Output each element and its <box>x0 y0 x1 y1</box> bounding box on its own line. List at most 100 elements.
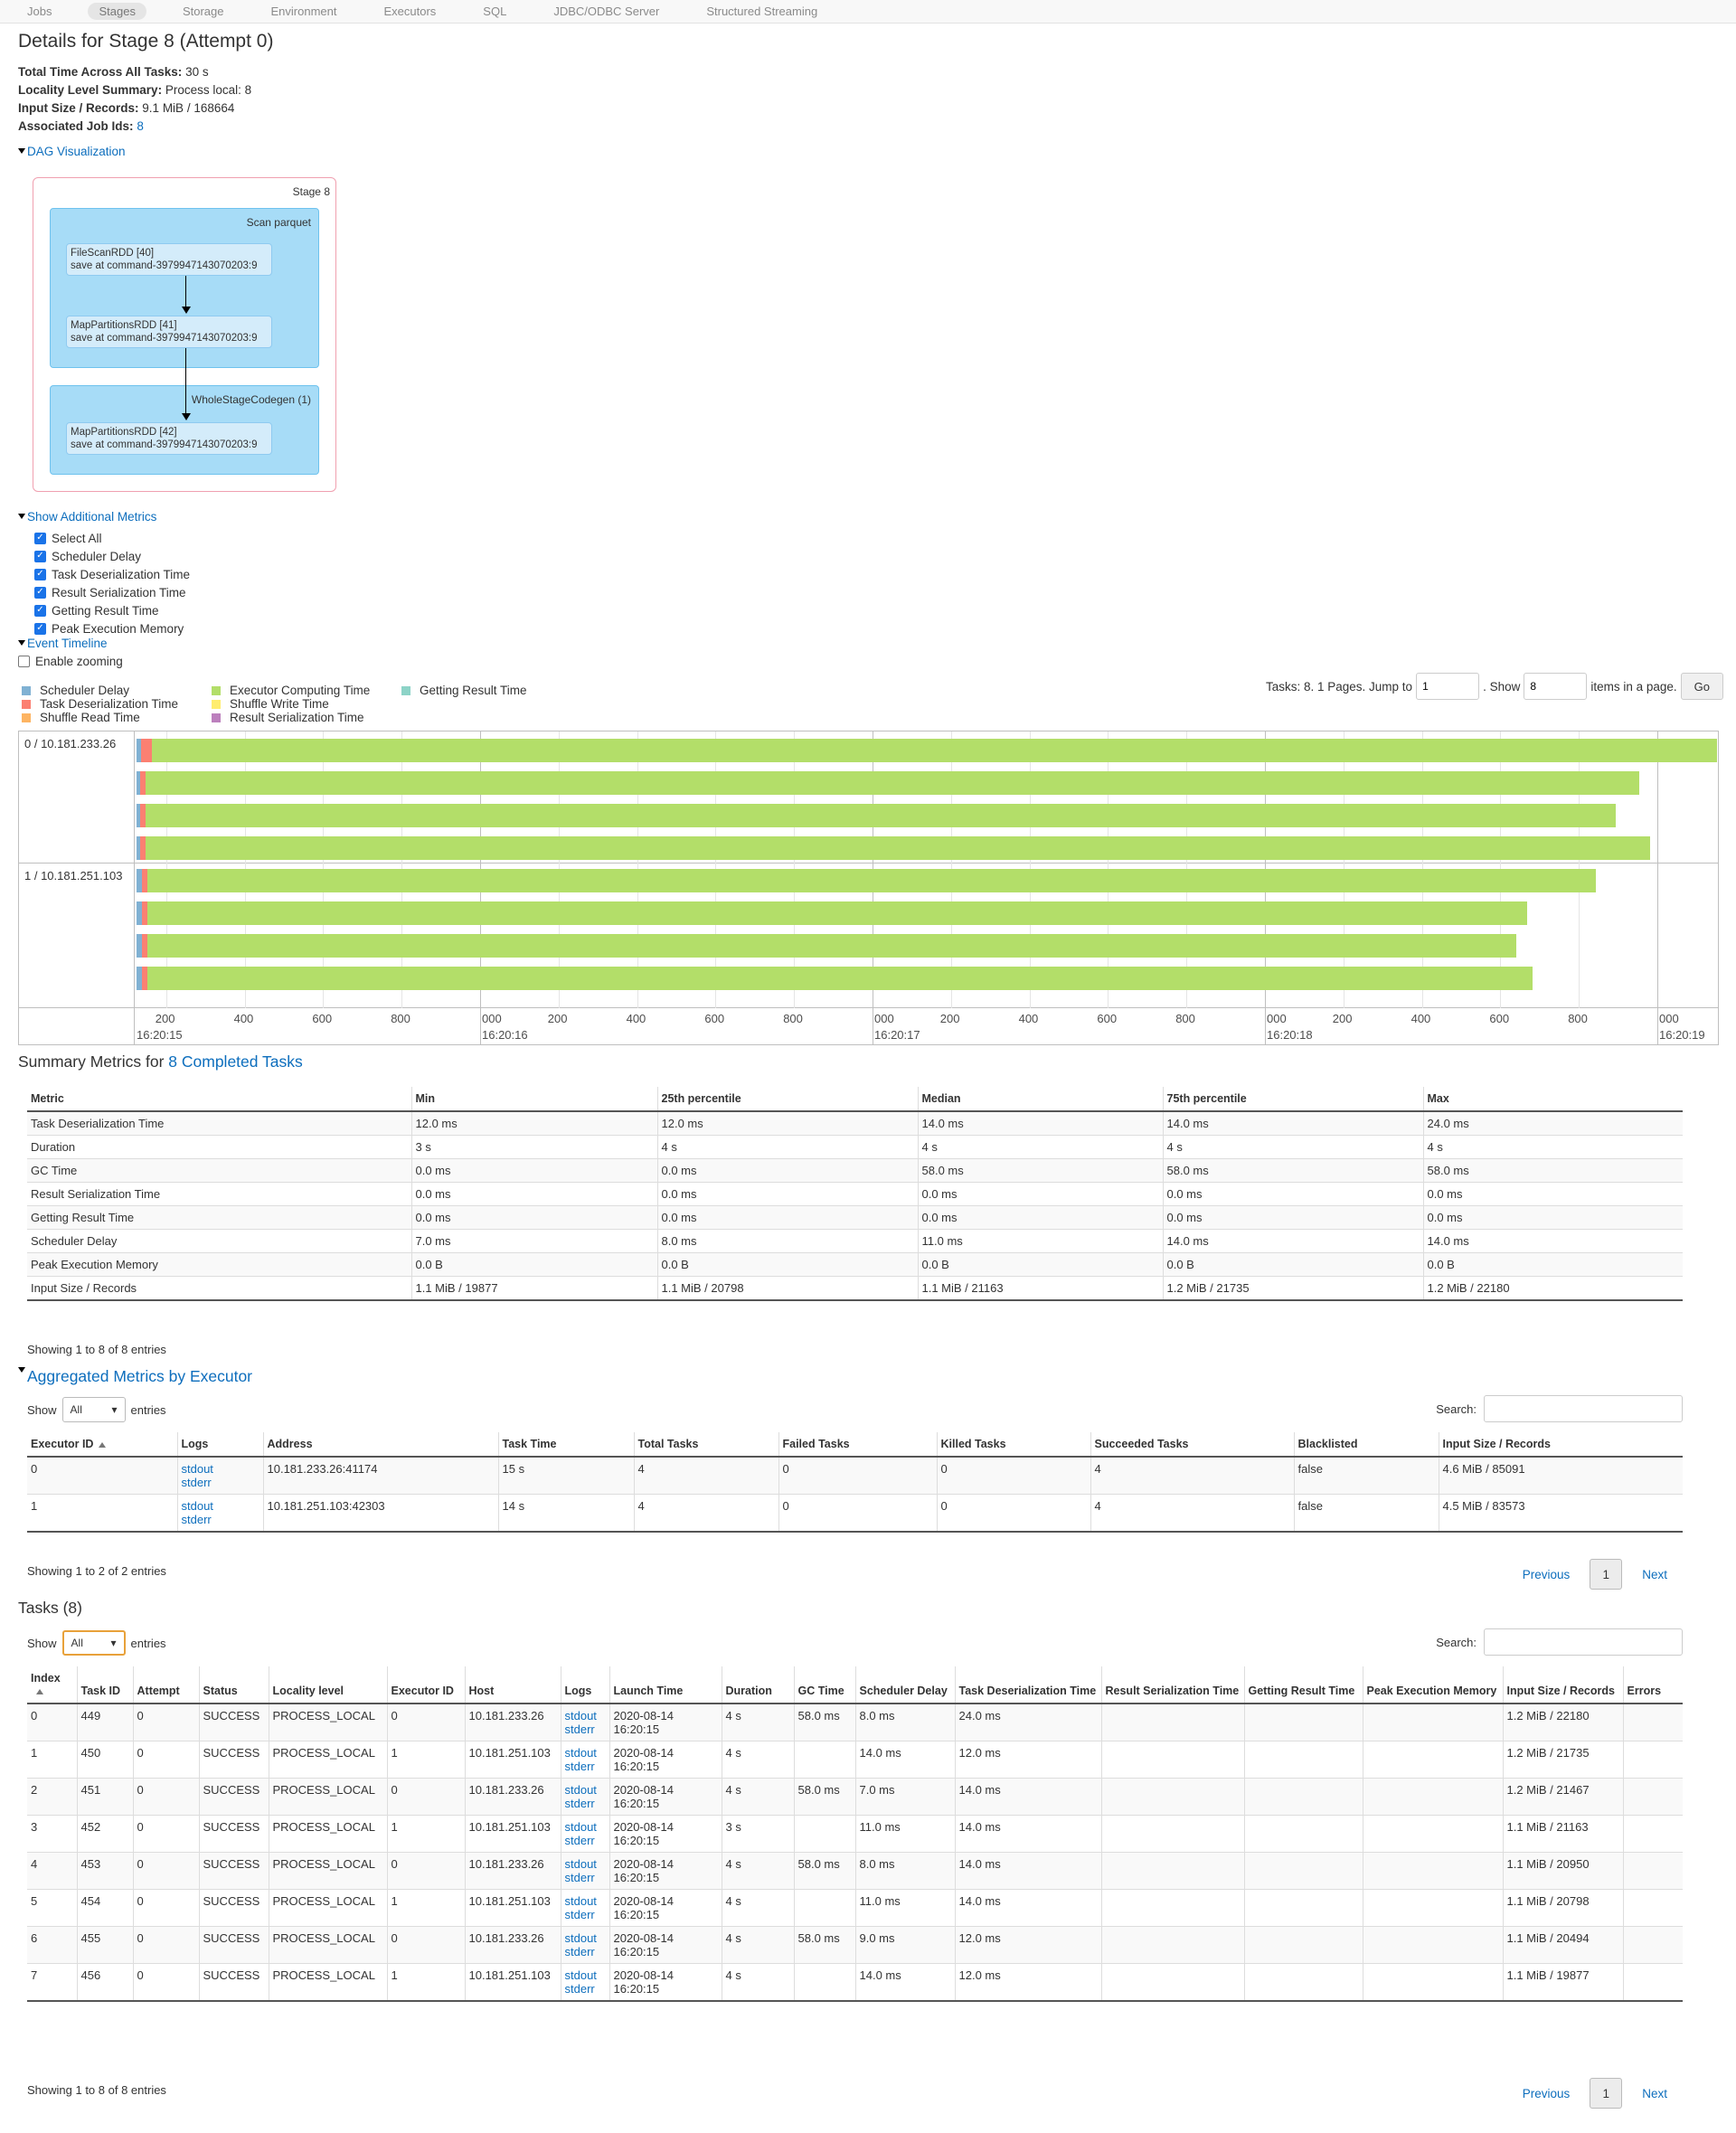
column-header[interactable]: Duration <box>721 1666 794 1704</box>
column-header[interactable]: 75th percentile <box>1162 1087 1423 1112</box>
column-header[interactable]: Locality level <box>268 1666 387 1704</box>
stderr-link[interactable]: stderr <box>564 1982 595 1996</box>
metric-option[interactable]: ✓ Select All <box>34 529 190 547</box>
nav-tab-stages[interactable]: Stages <box>88 3 146 20</box>
column-header[interactable]: Input Size / Records <box>1438 1432 1683 1458</box>
stdout-link[interactable]: stdout <box>564 1820 597 1834</box>
metric-checkbox[interactable]: ✓ <box>34 586 46 599</box>
dag-node-mappartitions-41[interactable]: MapPartitionsRDD [41] save at command-39… <box>66 316 272 348</box>
task-timeline-bar[interactable] <box>137 869 1596 892</box>
column-header[interactable]: Peak Execution Memory <box>1362 1666 1503 1704</box>
tasks-search-input[interactable] <box>1484 1628 1683 1656</box>
column-header[interactable]: Host <box>464 1666 561 1704</box>
column-header[interactable]: GC Time <box>793 1666 855 1704</box>
metric-option[interactable]: ✓ Task Deserialization Time <box>34 565 190 583</box>
dag-node-filescan[interactable]: FileScanRDD [40] save at command-3979947… <box>66 243 272 276</box>
nav-tab-structured-streaming[interactable]: Structured Streaming <box>706 5 818 18</box>
aggregated-toggle-arrow[interactable] <box>18 1364 27 1377</box>
column-header[interactable]: Address <box>262 1432 498 1458</box>
items-per-page-input[interactable] <box>1524 673 1588 700</box>
metric-checkbox[interactable]: ✓ <box>34 550 46 562</box>
column-header[interactable]: Launch Time <box>609 1666 722 1704</box>
column-header[interactable]: Killed Tasks <box>936 1432 1090 1458</box>
task-timeline-bar[interactable] <box>137 836 1650 860</box>
current-page-button[interactable]: 1 <box>1590 2078 1623 2109</box>
additional-metrics-label[interactable]: Show Additional Metrics <box>27 510 157 524</box>
stderr-link[interactable]: stderr <box>564 1871 595 1884</box>
completed-tasks-link[interactable]: 8 Completed Tasks <box>168 1052 303 1071</box>
metric-checkbox[interactable]: ✓ <box>34 604 46 617</box>
previous-page-button[interactable]: Previous <box>1522 2086 1571 2100</box>
aggregated-page-size-select[interactable]: All ▾ <box>61 1397 126 1422</box>
dag-toggle-label[interactable]: DAG Visualization <box>27 145 126 158</box>
stdout-link[interactable]: stdout <box>564 1894 597 1908</box>
stdout-link[interactable]: stdout <box>564 1746 597 1760</box>
column-header[interactable]: Blacklisted <box>1293 1432 1439 1458</box>
aggregated-search-input[interactable] <box>1484 1395 1683 1422</box>
task-timeline-bar[interactable] <box>137 967 1533 990</box>
event-timeline[interactable]: 0 / 10.181.233.26 1 / 10.181.251.103 16:20… <box>18 731 1719 1045</box>
stdout-link[interactable]: stdout <box>181 1499 213 1513</box>
metric-option[interactable]: ✓ Result Serialization Time <box>34 583 190 601</box>
stdout-link[interactable]: stdout <box>564 1709 597 1722</box>
column-header[interactable]: Errors <box>1622 1666 1683 1704</box>
column-header[interactable]: Attempt <box>132 1666 199 1704</box>
enable-zooming[interactable]: Enable zooming <box>18 655 123 668</box>
metric-option[interactable]: ✓ Scheduler Delay <box>34 547 190 565</box>
task-timeline-bar[interactable] <box>137 934 1516 958</box>
stdout-link[interactable]: stdout <box>564 1857 597 1871</box>
metric-checkbox[interactable]: ✓ <box>34 622 46 635</box>
column-header[interactable]: Total Tasks <box>633 1432 778 1458</box>
column-header[interactable]: Executor ID <box>27 1432 177 1458</box>
column-header[interactable]: Task ID <box>76 1666 133 1704</box>
column-header[interactable]: Executor ID <box>386 1666 465 1704</box>
task-timeline-bar[interactable] <box>137 739 1717 762</box>
stderr-link[interactable]: stderr <box>564 1908 595 1921</box>
column-header[interactable]: Status <box>198 1666 269 1704</box>
aggregated-title[interactable]: Aggregated Metrics by Executor <box>27 1367 252 1386</box>
go-button[interactable]: Go <box>1680 673 1723 700</box>
column-header[interactable]: Min <box>410 1087 657 1112</box>
stdout-link[interactable]: stdout <box>564 1931 597 1945</box>
nav-tab-jdbc-odbc-server[interactable]: JDBC/ODBC Server <box>553 5 660 18</box>
nav-tab-executors[interactable]: Executors <box>383 5 437 18</box>
previous-page-button[interactable]: Previous <box>1522 1567 1571 1581</box>
stderr-link[interactable]: stderr <box>181 1513 212 1526</box>
stdout-link[interactable]: stdout <box>564 1783 597 1797</box>
nav-tab-sql[interactable]: SQL <box>483 5 507 18</box>
event-timeline-label[interactable]: Event Timeline <box>27 637 108 650</box>
column-header[interactable]: Metric <box>27 1087 411 1112</box>
nav-tab-storage[interactable]: Storage <box>182 5 224 18</box>
metric-checkbox[interactable]: ✓ <box>34 568 46 580</box>
task-timeline-bar[interactable] <box>137 771 1639 795</box>
nav-tab-jobs[interactable]: Jobs <box>27 5 52 18</box>
metric-checkbox[interactable]: ✓ <box>34 532 46 544</box>
column-header[interactable]: Result Serialization Time <box>1100 1666 1244 1704</box>
metric-option[interactable]: ✓ Peak Execution Memory <box>34 619 190 637</box>
tasks-page-size-select[interactable]: All ▾ <box>61 1630 126 1656</box>
column-header[interactable]: Task Time <box>497 1432 634 1458</box>
job-id-link[interactable]: 8 <box>137 119 144 133</box>
column-header[interactable]: Succeeded Tasks <box>1090 1432 1294 1458</box>
stdout-link[interactable]: stdout <box>181 1462 213 1476</box>
column-header[interactable]: Input Size / Records <box>1502 1666 1623 1704</box>
jump-to-page-input[interactable] <box>1416 673 1480 700</box>
column-header[interactable]: Getting Result Time <box>1243 1666 1363 1704</box>
dag-node-mappartitions-42[interactable]: MapPartitionsRDD [42] save at command-39… <box>66 422 272 455</box>
current-page-button[interactable]: 1 <box>1590 1559 1623 1590</box>
column-header[interactable]: Logs <box>560 1666 609 1704</box>
column-header[interactable]: Median <box>917 1087 1163 1112</box>
stderr-link[interactable]: stderr <box>564 1722 595 1736</box>
task-timeline-bar[interactable] <box>137 804 1616 827</box>
next-page-button[interactable]: Next <box>1642 1567 1667 1581</box>
stdout-link[interactable]: stdout <box>564 1968 597 1982</box>
column-header[interactable]: Logs <box>176 1432 263 1458</box>
next-page-button[interactable]: Next <box>1642 2086 1667 2100</box>
column-header[interactable]: Failed Tasks <box>778 1432 937 1458</box>
column-header[interactable]: Max <box>1422 1087 1683 1112</box>
column-header[interactable]: Task Deserialization Time <box>954 1666 1101 1704</box>
event-timeline-toggle[interactable]: Event Timeline <box>18 637 108 650</box>
stderr-link[interactable]: stderr <box>564 1945 595 1958</box>
aggregated-title-link[interactable]: Aggregated Metrics by Executor <box>27 1367 253 1385</box>
stderr-link[interactable]: stderr <box>564 1834 595 1847</box>
